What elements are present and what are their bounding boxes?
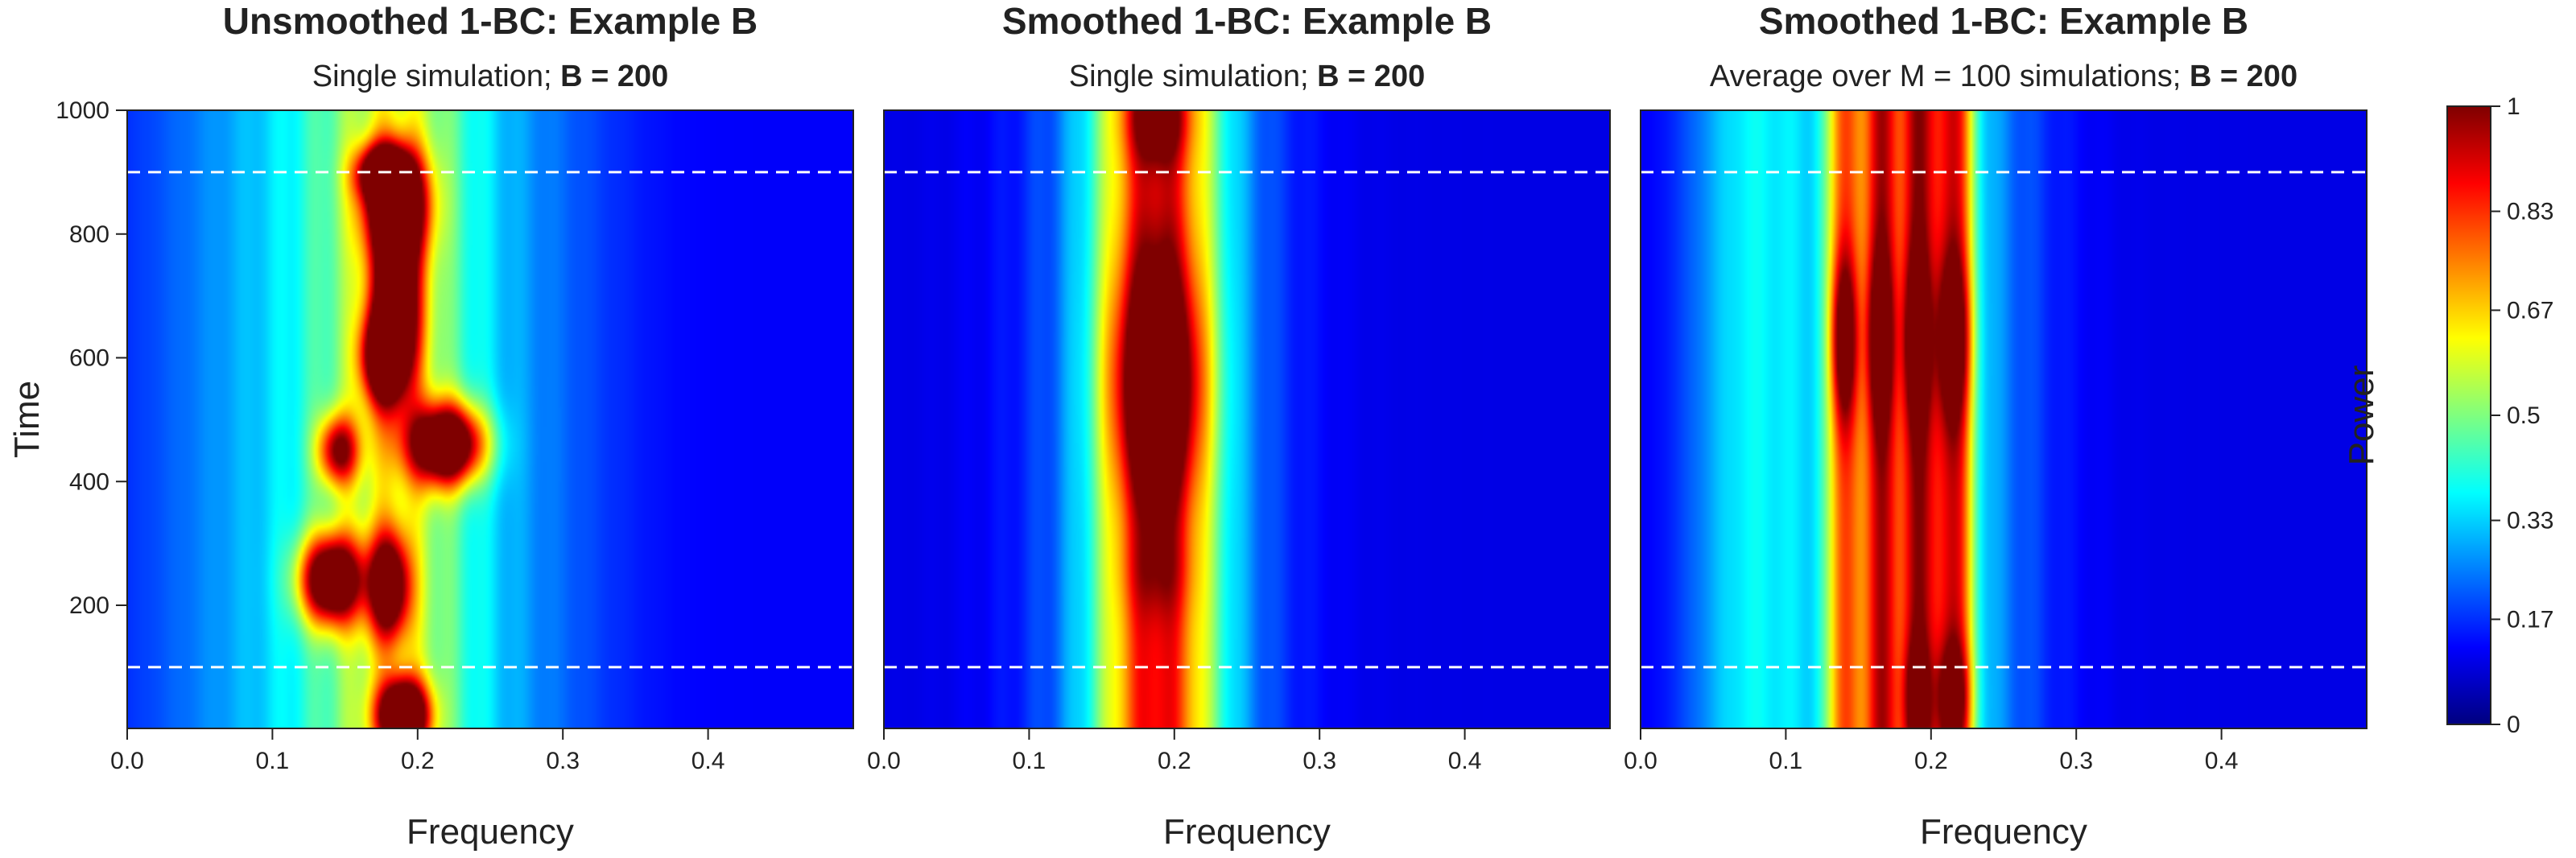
x-axis-label: Frequency xyxy=(1920,812,2087,852)
subtitle-text: Average over M = 100 simulations; xyxy=(1710,60,2190,93)
x-tick-label: 0.0 xyxy=(1624,748,1657,774)
x-tick-label: 0.4 xyxy=(2205,748,2239,774)
x-tick-label: 0.1 xyxy=(1769,748,1803,774)
x-tick-label: 0.3 xyxy=(1302,748,1336,774)
heatmap-panel-1: Unsmoothed 1-BC: Example B Single simulat… xyxy=(7,0,854,852)
y-tick-label: 200 xyxy=(69,592,109,619)
colorbar-tick-label: 0.83 xyxy=(2507,199,2553,225)
x-tick-label: 0.0 xyxy=(867,748,901,774)
panel-subtitle: Average over M = 100 simulations; B = 20… xyxy=(1710,60,2297,93)
colorbar-tick-label: 0.67 xyxy=(2507,297,2553,324)
x-tick-label: 0.3 xyxy=(2059,748,2093,774)
y-axis-label: Time xyxy=(7,381,47,458)
y-tick-label: 800 xyxy=(69,221,109,248)
x-tick-label: 0.2 xyxy=(1158,748,1191,774)
x-axis-label: Frequency xyxy=(407,812,574,852)
x-tick-label: 0.3 xyxy=(546,748,580,774)
colorbar-tick-label: 0.17 xyxy=(2507,606,2553,633)
colorbar-gradient xyxy=(2446,105,2491,725)
plot-frame xyxy=(1640,109,2368,729)
heatmap-image xyxy=(1641,110,2367,728)
heatmap-image xyxy=(884,110,1610,728)
x-tick-label: 0.4 xyxy=(691,748,725,774)
colorbar-label: Power xyxy=(2342,365,2381,466)
x-tick-label: 0.0 xyxy=(110,748,144,774)
x-tick-label: 0.1 xyxy=(1013,748,1046,774)
colorbar-tick-label: 0 xyxy=(2507,712,2520,738)
panel-subtitle: Single simulation; B = 200 xyxy=(1069,60,1426,93)
plot-frame xyxy=(126,109,854,729)
heatmap-panel-3: Smoothed 1-BC: Example B Average over M =… xyxy=(1624,0,2368,852)
panel-title: Smoothed 1-BC: Example B xyxy=(1002,0,1492,42)
colorbar: 0 0.17 0.33 0.5 0.67 0.83 1 Power xyxy=(2342,93,2553,738)
x-tick-label: 0.2 xyxy=(401,748,435,774)
subtitle-text: Single simulation; xyxy=(1069,60,1317,93)
panel-title: Smoothed 1-BC: Example B xyxy=(1759,0,2248,42)
panel-title: Unsmoothed 1-BC: Example B xyxy=(223,0,758,42)
y-tick-label: 400 xyxy=(69,468,109,495)
subtitle-text: Single simulation; xyxy=(312,60,560,93)
colorbar-tick-label: 0.5 xyxy=(2507,402,2541,429)
subtitle-bold: B = 200 xyxy=(1317,60,1425,93)
subtitle-bold: B = 200 xyxy=(560,60,668,93)
heatmap-image xyxy=(127,110,853,728)
subtitle-bold: B = 200 xyxy=(2190,60,2297,93)
heatmap-panel-2: Smoothed 1-BC: Example B Single simulatio… xyxy=(867,0,1611,852)
y-tick-label: 600 xyxy=(69,345,109,372)
x-tick-label: 0.1 xyxy=(256,748,290,774)
colorbar-tick-label: 1 xyxy=(2507,93,2520,120)
x-tick-label: 0.2 xyxy=(1914,748,1948,774)
x-tick-label: 0.4 xyxy=(1448,748,1482,774)
plot-frame xyxy=(883,109,1611,729)
y-tick-label: 1000 xyxy=(56,97,109,124)
panel-subtitle: Single simulation; B = 200 xyxy=(312,60,669,93)
x-axis-label: Frequency xyxy=(1163,812,1331,852)
colorbar-tick-label: 0.33 xyxy=(2507,508,2553,534)
